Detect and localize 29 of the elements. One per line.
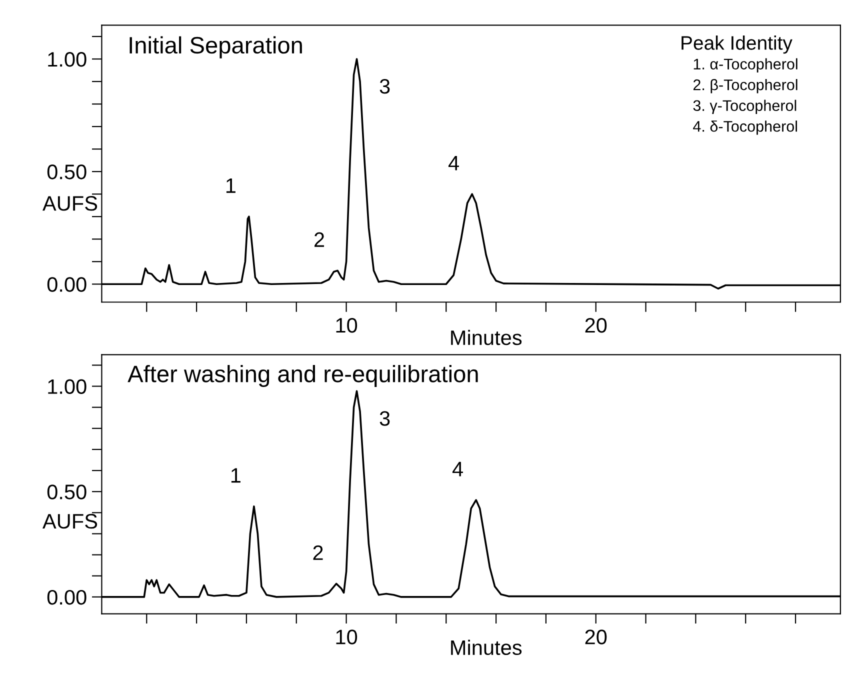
x-tick-label: 10 (336, 318, 358, 333)
y-tick-label: 0.50 (47, 164, 86, 180)
x-axis-title: Minutes (451, 330, 522, 346)
annotation: 1 (231, 468, 240, 483)
y-tick-label: 1.00 (48, 52, 86, 67)
x-tick-label: 20 (585, 630, 607, 644)
y-axis-title: AUFS (42, 196, 98, 211)
chart-title: Initial Separation (130, 36, 302, 58)
annotation: 4 (448, 156, 459, 170)
annotation: 3 (380, 411, 390, 426)
y-tick-label: 0.00 (47, 590, 86, 605)
x-tick-label: 10 (336, 630, 358, 644)
annotation: 2 (313, 545, 323, 560)
y-tick-label: 1.00 (48, 379, 86, 394)
annotation: 1. α-Tocopherol (694, 58, 798, 73)
annotation: 3. γ-Tocopherol (693, 100, 796, 114)
y-tick-label: 0.50 (47, 484, 86, 500)
x-tick-label: 20 (585, 318, 607, 333)
y-axis-title: AUFS (42, 514, 98, 529)
x-axis-title: Minutes (451, 640, 522, 656)
annotation: Peak Identity (682, 36, 792, 54)
annotation: 2 (314, 232, 324, 247)
annotation: 1 (226, 178, 236, 193)
y-tick-label: 0.00 (47, 277, 86, 292)
annotation: 4 (452, 462, 463, 476)
annotation: 4. δ-Tocopherol (693, 120, 797, 135)
chart-title: After washing and re-equilibration (128, 365, 478, 388)
annotation: 2. β-Tocopherol (693, 79, 798, 94)
annotation: 3 (380, 78, 390, 94)
